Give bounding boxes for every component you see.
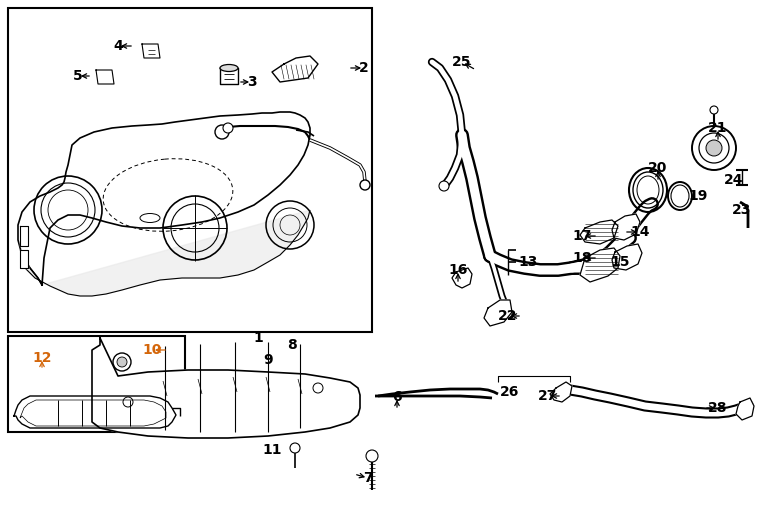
Text: 8: 8	[287, 338, 297, 352]
Text: 19: 19	[688, 189, 707, 203]
Polygon shape	[612, 244, 642, 270]
Text: 1: 1	[253, 331, 263, 345]
Circle shape	[692, 126, 736, 170]
Text: 24: 24	[724, 173, 744, 187]
Text: 10: 10	[143, 343, 162, 357]
Text: 3: 3	[247, 75, 257, 89]
Polygon shape	[20, 250, 28, 268]
Text: 5: 5	[73, 69, 83, 83]
Polygon shape	[612, 214, 640, 240]
Text: 4: 4	[113, 39, 123, 53]
Bar	[8, 8, 372, 332]
Text: 14: 14	[630, 225, 650, 239]
Polygon shape	[20, 226, 28, 246]
Ellipse shape	[220, 64, 238, 72]
Text: 22: 22	[498, 309, 518, 323]
Text: 28: 28	[708, 401, 728, 415]
Text: 16: 16	[449, 263, 468, 277]
Circle shape	[117, 357, 127, 367]
Polygon shape	[14, 396, 176, 428]
Circle shape	[439, 181, 449, 191]
Text: 26: 26	[500, 385, 520, 399]
Text: 17: 17	[572, 229, 592, 243]
Text: 18: 18	[572, 251, 592, 265]
Circle shape	[215, 125, 229, 139]
Text: 13: 13	[518, 255, 537, 269]
Text: 23: 23	[732, 203, 751, 217]
Text: 11: 11	[263, 443, 282, 457]
Circle shape	[223, 123, 233, 133]
Polygon shape	[484, 300, 512, 326]
Text: 21: 21	[708, 121, 728, 135]
Polygon shape	[580, 220, 618, 244]
Text: 15: 15	[610, 255, 630, 269]
Polygon shape	[92, 338, 360, 438]
Polygon shape	[142, 44, 160, 58]
Text: 20: 20	[648, 161, 668, 175]
Circle shape	[290, 443, 300, 453]
Polygon shape	[272, 56, 318, 82]
Circle shape	[710, 106, 718, 114]
Text: 25: 25	[452, 55, 472, 69]
Polygon shape	[580, 248, 620, 282]
Circle shape	[360, 180, 370, 190]
Polygon shape	[22, 210, 310, 296]
Circle shape	[699, 133, 729, 163]
Polygon shape	[96, 70, 114, 84]
Text: 7: 7	[364, 471, 373, 485]
Polygon shape	[18, 112, 310, 285]
Circle shape	[706, 140, 722, 156]
Polygon shape	[220, 68, 238, 84]
Text: 27: 27	[538, 389, 558, 403]
Polygon shape	[550, 382, 572, 402]
Text: 2: 2	[359, 61, 369, 75]
Text: 6: 6	[392, 390, 402, 404]
Polygon shape	[736, 398, 754, 420]
Bar	[8, 336, 185, 432]
Polygon shape	[452, 268, 472, 288]
Circle shape	[366, 450, 378, 462]
Text: 12: 12	[32, 351, 52, 365]
Text: 9: 9	[263, 353, 272, 367]
Circle shape	[113, 353, 131, 371]
